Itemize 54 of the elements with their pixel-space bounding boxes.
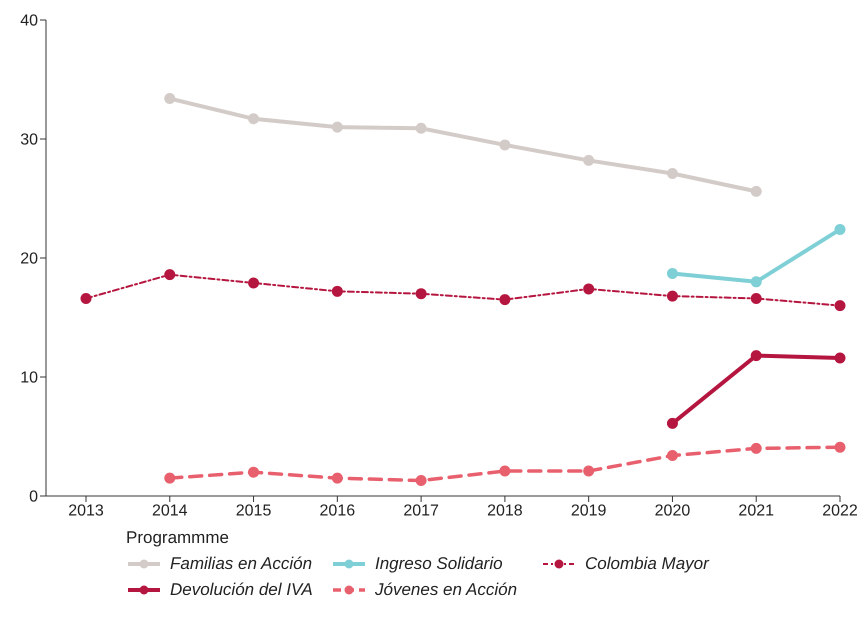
point — [583, 283, 594, 294]
point — [750, 350, 762, 362]
x-tick-label: 2020 — [654, 502, 690, 520]
point — [332, 472, 343, 484]
point — [164, 472, 176, 484]
point — [666, 268, 678, 279]
point — [750, 186, 762, 197]
x-tick-label: 2017 — [403, 502, 440, 520]
y-tick-label: 40 — [20, 12, 38, 30]
x-tick-label: 2015 — [236, 502, 272, 520]
point — [332, 286, 343, 297]
point — [499, 139, 510, 150]
point — [248, 277, 260, 288]
x-tick-label: 2019 — [570, 502, 607, 520]
legend-label: Jóvenes en Acción — [375, 580, 518, 600]
x-tick-label: 2014 — [152, 502, 188, 520]
y-tick-label: 30 — [20, 132, 38, 149]
point — [834, 442, 846, 453]
point — [416, 122, 427, 134]
point — [416, 475, 427, 486]
point — [164, 269, 176, 280]
point — [80, 292, 92, 304]
x-tick-label: 2016 — [320, 502, 356, 520]
point — [583, 154, 594, 166]
legend-label: Colombia Mayor — [585, 554, 709, 574]
point — [666, 450, 678, 462]
point — [248, 466, 260, 478]
x-tick-label: 2022 — [822, 502, 858, 520]
point — [416, 288, 427, 300]
legend-label: Devolución del IVA — [170, 580, 313, 600]
point — [499, 294, 510, 306]
legend-title: Programmme — [126, 528, 230, 548]
y-tick-label: 0 — [29, 488, 38, 506]
point — [750, 276, 762, 288]
point — [750, 442, 762, 454]
point — [583, 466, 594, 477]
point — [332, 122, 343, 133]
point — [666, 290, 678, 302]
x-tick-label: 2013 — [68, 502, 104, 520]
point — [834, 352, 846, 364]
point — [750, 292, 762, 304]
point — [834, 224, 846, 235]
y-tick-label: 20 — [20, 250, 38, 268]
point — [666, 168, 678, 180]
point — [666, 418, 678, 429]
point — [499, 466, 510, 477]
x-tick-label: 2021 — [738, 502, 774, 520]
point — [834, 300, 846, 312]
x-tick-label: 2018 — [487, 502, 523, 520]
legend-label: Familias en Acción — [170, 554, 312, 574]
legend-label: Ingreso Solidario — [375, 554, 503, 574]
point — [164, 93, 176, 104]
point — [248, 113, 260, 124]
y-tick-label: 10 — [20, 370, 38, 387]
